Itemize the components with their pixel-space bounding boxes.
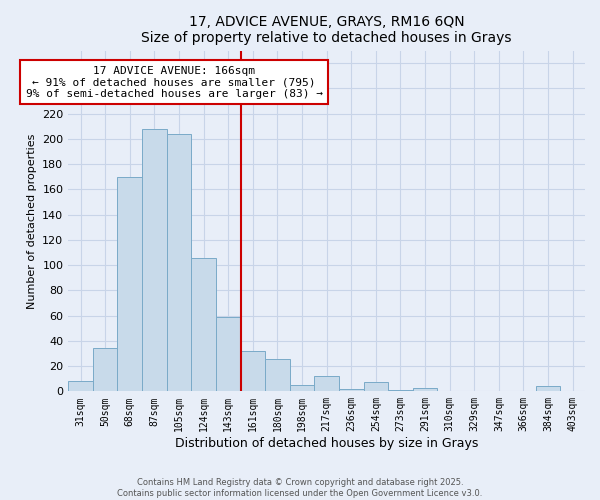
Bar — [68, 381, 93, 392]
Bar — [536, 386, 560, 392]
Bar — [118, 177, 142, 392]
Bar — [191, 258, 216, 392]
Title: 17, ADVICE AVENUE, GRAYS, RM16 6QN
Size of property relative to detached houses : 17, ADVICE AVENUE, GRAYS, RM16 6QN Size … — [142, 15, 512, 45]
X-axis label: Distribution of detached houses by size in Grays: Distribution of detached houses by size … — [175, 437, 478, 450]
Bar — [93, 348, 118, 392]
Bar — [167, 134, 191, 392]
Bar — [388, 390, 413, 392]
Bar — [241, 351, 265, 392]
Bar — [290, 385, 314, 392]
Bar — [142, 129, 167, 392]
Bar — [216, 317, 241, 392]
Y-axis label: Number of detached properties: Number of detached properties — [26, 133, 37, 308]
Bar — [265, 358, 290, 392]
Bar — [339, 389, 364, 392]
Bar — [364, 382, 388, 392]
Bar — [413, 388, 437, 392]
Text: 17 ADVICE AVENUE: 166sqm
← 91% of detached houses are smaller (795)
9% of semi-d: 17 ADVICE AVENUE: 166sqm ← 91% of detach… — [26, 66, 323, 99]
Bar — [314, 376, 339, 392]
Text: Contains HM Land Registry data © Crown copyright and database right 2025.
Contai: Contains HM Land Registry data © Crown c… — [118, 478, 482, 498]
